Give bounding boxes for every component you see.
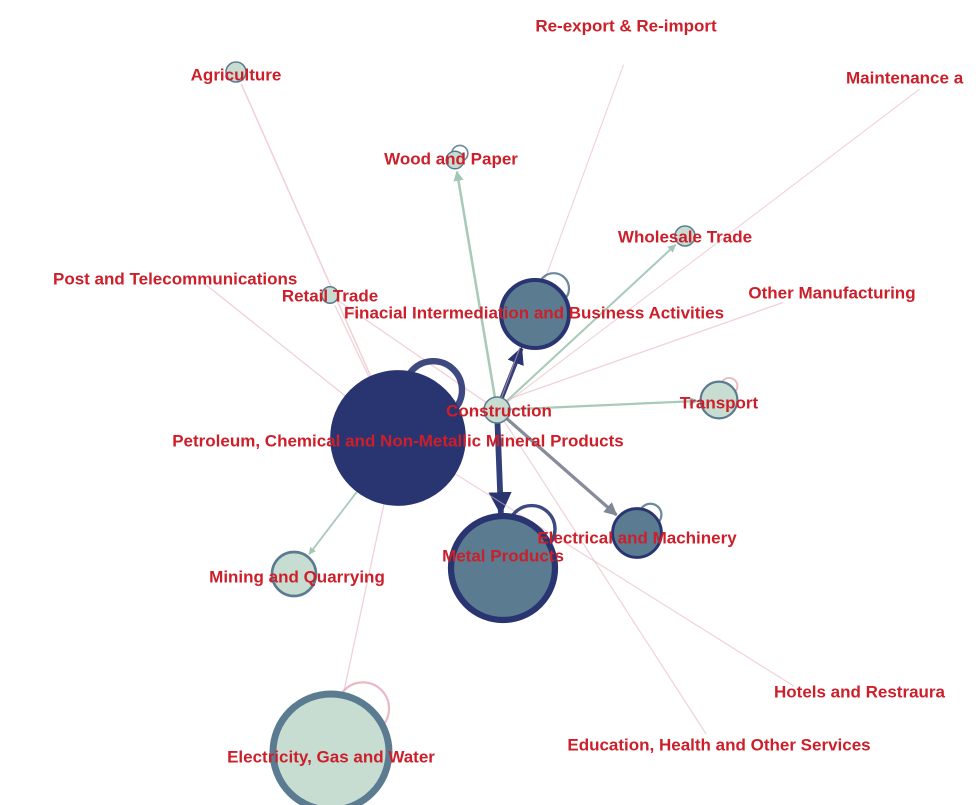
- labels-layer: Construction Petroleum, Chemical and Non-…: [53, 16, 964, 766]
- edge-construction-to-metal: [488, 409, 512, 516]
- label-education: Education, Health and Other Services: [567, 735, 870, 754]
- edge-petroleum-to-othermfg: [397, 301, 784, 439]
- label-wholesale: Wholesale Trade: [618, 227, 752, 246]
- edge-construction-to-wood: [453, 170, 499, 411]
- node-retail: [321, 286, 339, 304]
- label-construction: Construction: [446, 401, 552, 420]
- label-maintenance: Maintenance a: [846, 68, 964, 87]
- node-mining: [270, 550, 318, 598]
- node-agriculture: [225, 61, 247, 83]
- node-wood: [445, 150, 465, 170]
- label-transport: Transport: [680, 393, 759, 412]
- node-electrical: [611, 507, 663, 559]
- edge-construction-to-retail: [338, 300, 498, 411]
- edge-construction-to-maintenance: [496, 88, 920, 411]
- node-transport: [699, 380, 739, 420]
- nodes-layer: [225, 61, 739, 805]
- label-wood: Wood and Paper: [384, 149, 518, 168]
- node-petroleum: [330, 370, 466, 506]
- edge-construction-to-education: [496, 409, 707, 735]
- edge-construction-to-electrical: [495, 408, 618, 517]
- label-hotels: Hotels and Restraura: [774, 682, 946, 701]
- node-wholesale: [674, 225, 696, 247]
- edges-layer: [205, 64, 920, 735]
- label-agriculture: Agriculture: [191, 65, 282, 84]
- label-electrical: Electrical and Machinery: [537, 528, 737, 547]
- label-financial: Finacial Intermediation and Business Act…: [344, 303, 724, 322]
- label-petroleum: Petroleum, Chemical and Non-Metallic Min…: [172, 431, 624, 450]
- label-othermfg: Other Manufacturing: [748, 283, 915, 302]
- label-electricity: Electricity, Gas and Water: [227, 747, 435, 766]
- node-electricity: [269, 690, 393, 805]
- node-financial: [498, 277, 572, 351]
- label-post: Post and Telecommunications: [53, 269, 297, 288]
- node-metal: [447, 512, 559, 624]
- edge-construction-to-wholesale: [496, 244, 677, 411]
- label-reexport: Re-export & Re-import: [535, 16, 717, 35]
- label-mining: Mining and Quarrying: [209, 567, 385, 586]
- edge-construction-to-transport: [496, 396, 699, 412]
- label-retail: Retail Trade: [282, 286, 378, 305]
- edge-petroleum-to-hotels: [397, 437, 795, 687]
- label-metal: Metal Products: [442, 546, 564, 565]
- node-construction: [483, 396, 511, 424]
- edge-construction-to-reexport: [496, 64, 625, 411]
